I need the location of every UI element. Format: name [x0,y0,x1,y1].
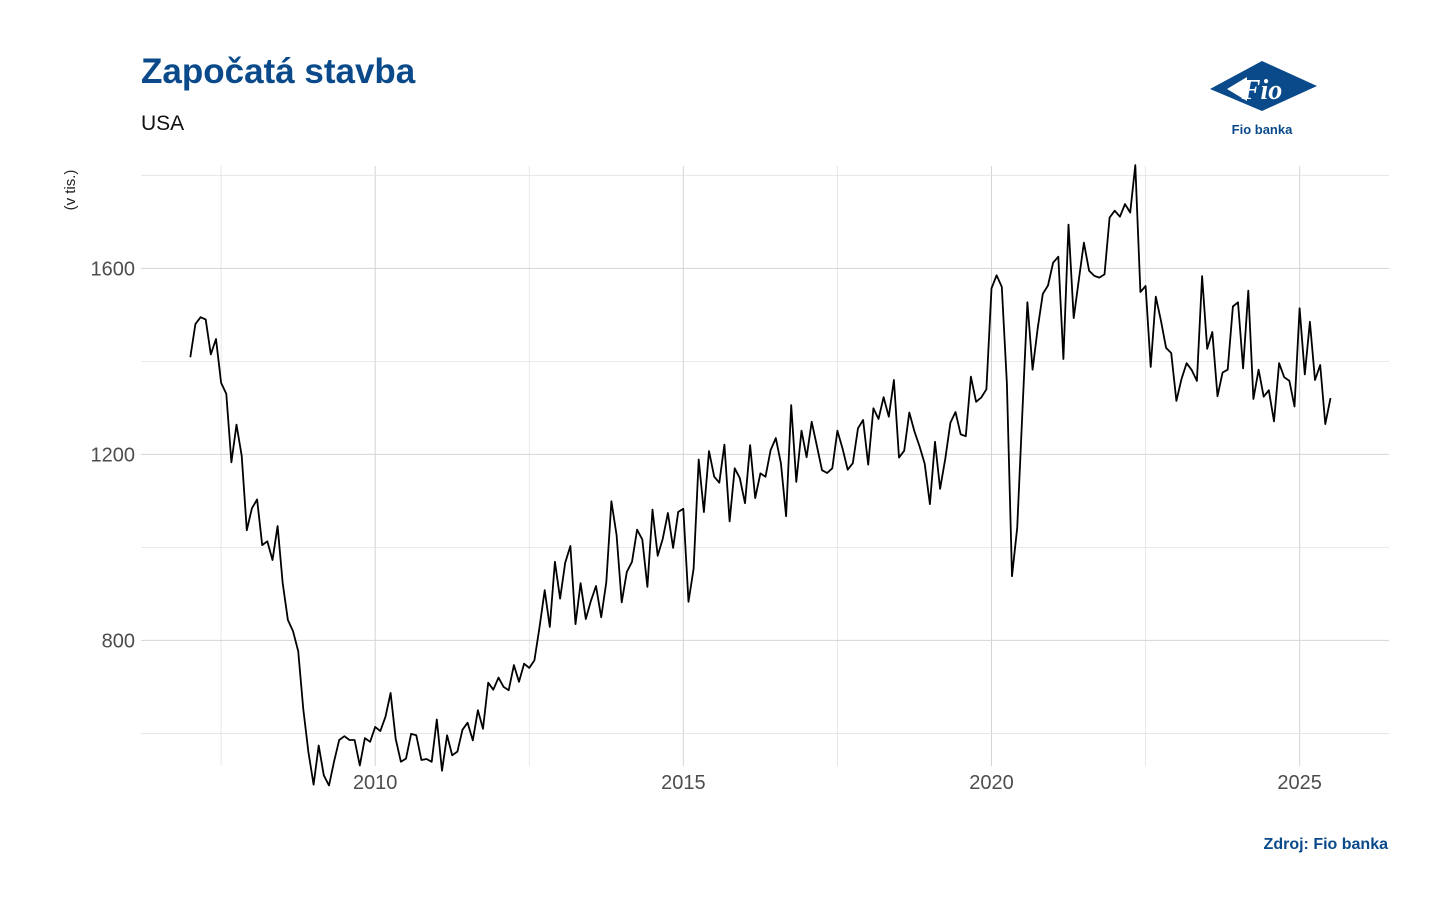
chart-ticks: 2010 2015 2020 2025 800 1200 1600 [91,258,1322,794]
chart-subtitle: USA [141,112,185,135]
y-tick-label: 800 [102,630,135,652]
fio-logo-mark: Fio [1241,75,1282,106]
chart-grid [141,166,1389,766]
y-axis-title: (v tis.) [62,170,79,211]
fio-logo-icon: Fio Fio banka [1210,61,1317,137]
series-line [189,164,1332,787]
fio-logo-caption: Fio banka [1232,122,1293,137]
y-tick-label: 1200 [91,444,136,466]
x-tick-label: 2010 [353,772,398,794]
x-tick-label: 2020 [969,772,1014,794]
fio-banka-logo: Fio Fio banka [1205,55,1321,139]
x-tick-label: 2015 [661,772,706,794]
source-note: Zdroj: Fio banka [1263,836,1388,853]
chart-title: Započatá stavba [141,52,416,91]
x-tick-label: 2025 [1277,772,1322,794]
y-tick-label: 1600 [91,258,136,280]
